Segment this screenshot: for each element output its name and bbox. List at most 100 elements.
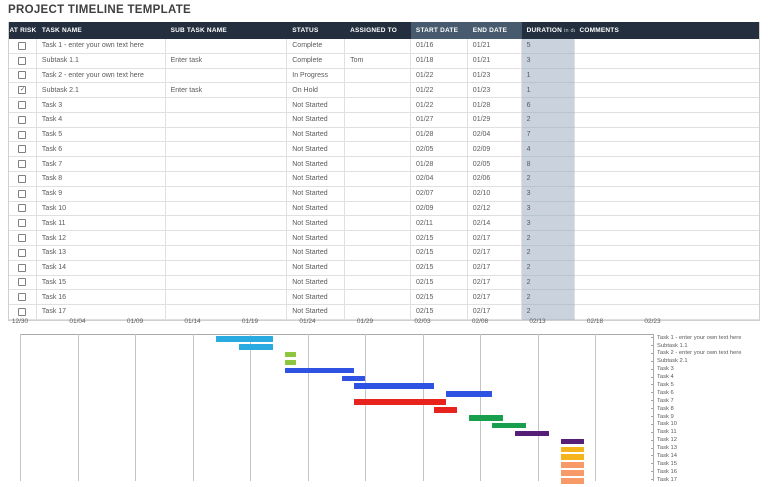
at-risk-checkbox[interactable] [18,248,27,257]
cell-end[interactable]: 01/21 [467,53,522,69]
cell-subtask[interactable] [165,127,288,143]
cell-end[interactable]: 01/23 [467,68,522,84]
at-risk-checkbox[interactable] [18,56,27,65]
cell-status[interactable]: Not Started [287,186,346,202]
cell-subtask[interactable] [165,216,288,232]
cell-start[interactable]: 01/27 [410,112,468,128]
cell-assigned[interactable] [345,98,411,113]
cell-assigned[interactable] [345,157,411,173]
cell-assigned[interactable] [345,39,411,54]
cell-duration[interactable]: 2 [521,275,575,291]
cell-task[interactable]: Task 8 [36,172,166,187]
cell-duration[interactable]: 4 [521,142,575,158]
cell-end[interactable]: 01/23 [467,83,522,99]
at-risk-checkbox[interactable] [18,219,27,228]
cell-at-risk[interactable]: ✓ [9,83,37,99]
cell-start[interactable]: 01/18 [410,53,468,69]
cell-subtask[interactable]: Enter task [165,53,288,69]
cell-task[interactable]: Subtask 2.1 [36,83,166,99]
cell-task[interactable]: Task 17 [36,305,166,320]
cell-end[interactable]: 02/17 [467,231,522,246]
cell-duration[interactable]: 3 [521,186,575,202]
cell-duration[interactable]: 3 [521,216,575,232]
cell-status[interactable]: In Progress [287,68,346,84]
cell-assigned[interactable] [345,260,411,276]
at-risk-checkbox[interactable] [18,278,27,287]
cell-comments[interactable] [574,276,759,291]
cell-status[interactable]: Not Started [287,260,346,276]
at-risk-checkbox[interactable] [18,41,27,50]
cell-start[interactable]: 02/15 [410,305,468,320]
cell-duration[interactable]: 2 [521,112,575,128]
cell-assigned[interactable] [345,112,411,128]
cell-end[interactable]: 02/12 [467,201,522,217]
cell-status[interactable]: Not Started [287,127,346,143]
cell-start[interactable]: 02/15 [410,275,468,291]
cell-comments[interactable] [574,157,759,173]
cell-comments[interactable] [574,39,759,54]
cell-subtask[interactable] [165,305,288,320]
cell-task[interactable]: Task 2 - enter your own text here [36,68,166,84]
cell-comments[interactable] [574,202,759,217]
cell-duration[interactable]: 7 [521,127,575,143]
cell-at-risk[interactable] [9,245,37,261]
cell-at-risk[interactable] [9,39,37,54]
cell-task[interactable]: Task 7 [36,157,166,173]
cell-end[interactable]: 02/14 [467,216,522,232]
cell-start[interactable]: 02/11 [410,216,468,232]
cell-at-risk[interactable] [9,127,37,143]
at-risk-checkbox[interactable] [18,204,27,213]
cell-start[interactable]: 02/15 [410,290,468,306]
cell-status[interactable]: Not Started [287,157,346,173]
cell-end[interactable]: 02/04 [467,127,522,143]
cell-comments[interactable] [574,187,759,202]
cell-duration[interactable]: 3 [521,201,575,217]
cell-assigned[interactable] [345,305,411,320]
cell-end[interactable]: 02/17 [467,275,522,291]
cell-subtask[interactable] [165,201,288,217]
cell-subtask[interactable] [165,186,288,202]
cell-assigned[interactable] [345,83,411,99]
cell-assigned[interactable]: Tom [345,53,411,69]
at-risk-checkbox[interactable] [18,160,27,169]
cell-start[interactable]: 02/07 [410,186,468,202]
cell-task[interactable]: Task 15 [36,275,166,291]
cell-task[interactable]: Task 9 [36,186,166,202]
cell-at-risk[interactable] [9,157,37,173]
cell-comments[interactable] [574,305,759,320]
cell-status[interactable]: Not Started [287,216,346,232]
cell-start[interactable]: 01/22 [410,98,468,113]
cell-at-risk[interactable] [9,231,37,246]
cell-comments[interactable] [574,54,759,69]
cell-end[interactable]: 01/21 [467,39,522,54]
cell-start[interactable]: 01/16 [410,39,468,54]
at-risk-checkbox[interactable] [18,189,27,198]
cell-end[interactable]: 02/10 [467,186,522,202]
cell-end[interactable]: 01/28 [467,98,522,113]
cell-at-risk[interactable] [9,53,37,69]
cell-task[interactable]: Task 10 [36,201,166,217]
cell-at-risk[interactable] [9,305,37,320]
cell-assigned[interactable] [345,172,411,187]
cell-assigned[interactable] [345,127,411,143]
cell-task[interactable]: Task 16 [36,290,166,306]
cell-duration[interactable]: 1 [521,83,575,99]
at-risk-checkbox[interactable] [18,234,27,243]
cell-comments[interactable] [574,216,759,232]
cell-subtask[interactable]: Enter task [165,83,288,99]
at-risk-checkbox[interactable] [18,115,27,124]
cell-assigned[interactable] [345,275,411,291]
cell-status[interactable]: Not Started [287,201,346,217]
cell-subtask[interactable] [165,98,288,113]
cell-task[interactable]: Task 3 [36,98,166,113]
cell-duration[interactable]: 6 [521,98,575,113]
cell-status[interactable]: Not Started [287,245,346,261]
cell-task[interactable]: Task 4 [36,112,166,128]
cell-comments[interactable] [574,142,759,158]
cell-duration[interactable]: 5 [521,39,575,54]
cell-duration[interactable]: 2 [521,245,575,261]
cell-start[interactable]: 02/15 [410,260,468,276]
cell-task[interactable]: Task 14 [36,260,166,276]
cell-end[interactable]: 02/05 [467,157,522,173]
cell-duration[interactable]: 2 [521,305,575,320]
